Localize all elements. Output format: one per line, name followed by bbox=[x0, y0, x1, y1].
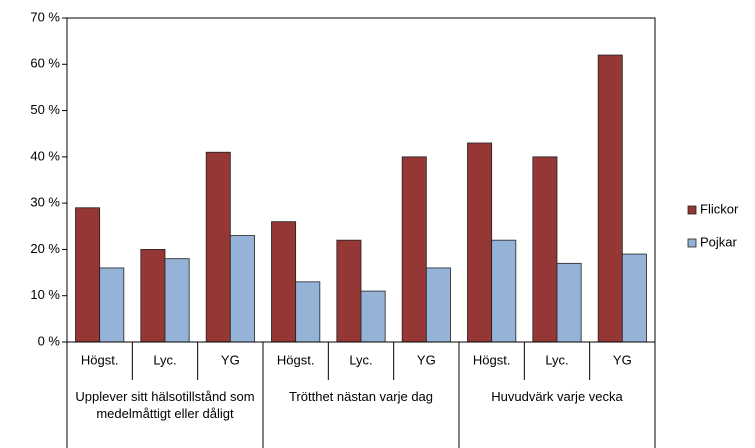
x-tick-label: Lyc. bbox=[545, 352, 568, 367]
bar bbox=[401, 156, 427, 343]
group-label: Huvudvärk varje vecka bbox=[491, 389, 623, 404]
x-tick-label: Lyc. bbox=[153, 352, 176, 367]
bar bbox=[556, 262, 582, 343]
group-label: Trötthet nästan varje dag bbox=[288, 389, 434, 404]
x-tick-label: YG bbox=[613, 352, 632, 367]
bar bbox=[621, 253, 647, 343]
x-tick-label: Högst. bbox=[473, 352, 511, 367]
bar bbox=[99, 267, 125, 343]
y-tick-label: 60 % bbox=[30, 56, 60, 71]
bar bbox=[164, 258, 190, 343]
bar bbox=[491, 239, 517, 343]
legend-label: Flickor bbox=[700, 201, 739, 216]
bar bbox=[75, 207, 101, 343]
bar bbox=[425, 267, 451, 343]
bar bbox=[597, 54, 623, 343]
legend-swatch bbox=[687, 238, 697, 248]
bar bbox=[336, 239, 362, 343]
y-tick-label: 0 % bbox=[38, 333, 61, 348]
legend-swatch bbox=[687, 205, 697, 215]
x-tick-label: Högst. bbox=[81, 352, 119, 367]
bar bbox=[532, 156, 558, 343]
x-tick-label: YG bbox=[221, 352, 240, 367]
bar bbox=[205, 151, 231, 343]
y-tick-label: 20 % bbox=[30, 241, 60, 256]
bar bbox=[271, 221, 297, 343]
group-label: Upplever sitt hälsotillstånd som medelmå… bbox=[75, 389, 255, 421]
x-tick-label: Högst. bbox=[277, 352, 315, 367]
bar bbox=[360, 290, 386, 343]
x-tick-label: Lyc. bbox=[349, 352, 372, 367]
plot-frame bbox=[66, 17, 656, 343]
y-tick-label: 30 % bbox=[30, 195, 60, 210]
bar bbox=[295, 281, 321, 343]
legend-label: Pojkar bbox=[700, 234, 738, 249]
y-tick-label: 40 % bbox=[30, 148, 60, 163]
bar bbox=[467, 142, 493, 343]
bar bbox=[140, 249, 166, 343]
y-tick-label: 50 % bbox=[30, 102, 60, 117]
x-tick-label: YG bbox=[417, 352, 436, 367]
y-tick-label: 10 % bbox=[30, 287, 60, 302]
y-tick-label: 70 % bbox=[30, 9, 60, 24]
bar bbox=[229, 235, 255, 343]
